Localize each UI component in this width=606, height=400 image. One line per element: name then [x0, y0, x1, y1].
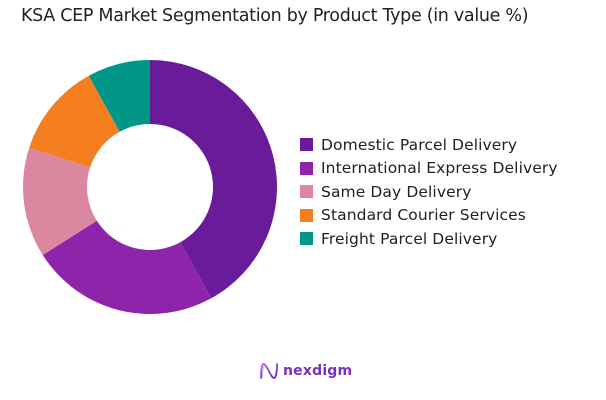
legend-swatch: [300, 161, 313, 175]
legend-item-standard-courier-services: Standard Courier Services: [300, 204, 558, 228]
legend-label: Freight Parcel Delivery: [321, 229, 498, 248]
donut-slices: [22, 60, 278, 314]
logo-text: nexdigm: [283, 363, 353, 379]
legend-label: Domestic Parcel Delivery: [321, 135, 518, 154]
legend-item-international-express-delivery: International Express Delivery: [300, 157, 558, 181]
legend-swatch: [300, 138, 313, 152]
legend-label: Same Day Delivery: [321, 182, 472, 201]
legend-item-domestic-parcel-delivery: Domestic Parcel Delivery: [300, 133, 558, 157]
legend-label: International Express Delivery: [321, 159, 558, 178]
nexdigm-wave-icon: [260, 363, 278, 379]
donut-slice-same-day-delivery: [22, 147, 97, 256]
legend-item-same-day-delivery: Same Day Delivery: [300, 180, 558, 204]
chart-legend: Domestic Parcel Delivery International E…: [300, 133, 558, 251]
donut-slice-domestic-parcel-delivery: [150, 60, 278, 299]
legend-swatch: [300, 208, 313, 222]
nexdigm-logo: nexdigm: [259, 361, 352, 381]
legend-swatch: [300, 232, 313, 246]
donut-slice-freight-parcel-delivery: [88, 60, 150, 132]
donut-slice-international-express-delivery: [42, 220, 212, 314]
legend-item-freight-parcel-delivery: Freight Parcel Delivery: [300, 227, 558, 251]
legend-swatch: [300, 185, 313, 199]
chart-title: KSA CEP Market Segmentation by Product T…: [21, 6, 529, 26]
donut-slice-standard-courier-services: [29, 75, 120, 168]
legend-label: Standard Courier Services: [321, 206, 526, 225]
